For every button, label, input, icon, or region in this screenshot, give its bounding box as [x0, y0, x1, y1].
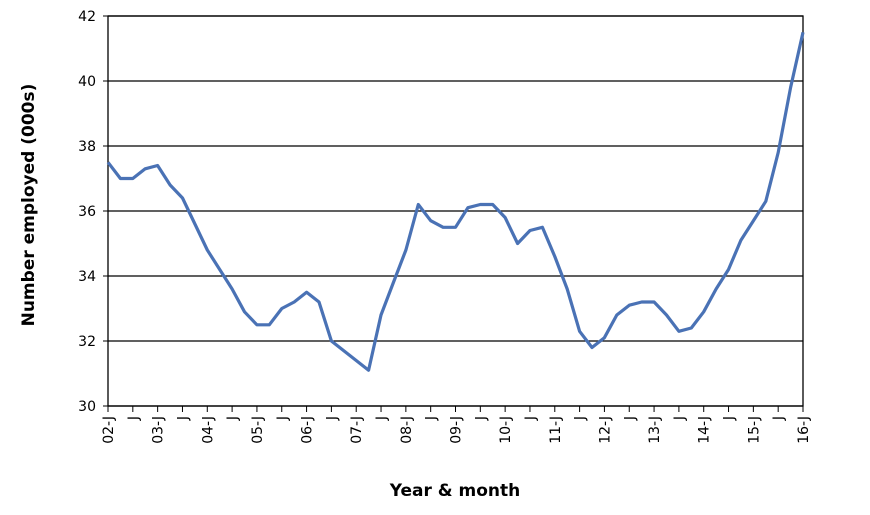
x-tick-label: 05-J — [250, 416, 266, 444]
x-tick-label: J — [573, 416, 589, 421]
x-tick-label: 02-J — [101, 416, 117, 444]
x-tick-label: 16-J — [796, 416, 812, 444]
y-tick-label: 36 — [78, 204, 96, 220]
x-tick-label: 07-J — [349, 416, 365, 444]
x-tick-label: 11-J — [548, 416, 564, 444]
x-axis-title: Year & month — [389, 481, 521, 501]
x-tick-label: 08-J — [399, 416, 415, 444]
x-tick-label: 12-J — [597, 416, 613, 444]
x-tick-label: J — [672, 416, 688, 421]
x-tick-label: 06-J — [300, 416, 316, 444]
x-tick-label: J — [275, 416, 291, 421]
x-tick-label: J — [175, 416, 191, 421]
x-tick-label: J — [324, 416, 340, 421]
y-axis-title: Number employed (000s) — [19, 84, 39, 327]
x-tick-label: 10-J — [498, 416, 514, 444]
y-tick-label: 42 — [78, 9, 96, 25]
y-tick-label: 30 — [78, 399, 96, 415]
x-tick-label: 09-J — [449, 416, 465, 444]
y-tick-label: 34 — [78, 269, 96, 285]
x-tick-label: J — [374, 416, 390, 421]
x-tick-label: J — [424, 416, 440, 421]
x-tick-label: 14-J — [697, 416, 713, 444]
x-tick-label: J — [225, 416, 241, 421]
x-tick-label: J — [473, 416, 489, 421]
x-tick-label: J — [722, 416, 738, 421]
x-tick-label: J — [126, 416, 142, 421]
x-tick-label: 13-J — [647, 416, 663, 444]
x-tick-label: 04-J — [200, 416, 216, 444]
y-tick-label: 38 — [78, 139, 96, 155]
y-tick-label: 32 — [78, 334, 96, 350]
x-tick-label: 15-J — [746, 416, 762, 444]
x-tick-label: 03-J — [151, 416, 167, 444]
y-tick-label: 40 — [78, 74, 96, 90]
data-line — [106, 31, 805, 372]
x-tick-label: J — [771, 416, 787, 421]
x-tick-label: J — [523, 416, 539, 421]
x-tick-label: J — [622, 416, 638, 421]
